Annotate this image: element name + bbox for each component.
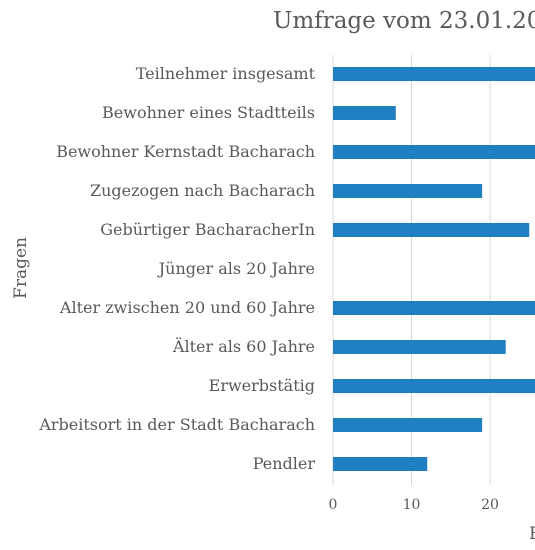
category-label: Arbeitsort in der Stadt Bacharach: [38, 415, 315, 434]
y-axis-title: Fragen: [11, 237, 31, 299]
x-axis-title: F: [529, 524, 535, 544]
bar: [333, 418, 483, 432]
bar: [333, 67, 535, 81]
bar: [333, 457, 428, 471]
chart-title: Umfrage vom 23.01.201: [273, 8, 535, 34]
x-tick-label: 0: [329, 497, 338, 513]
category-label: Gebürtiger BacharacherIn: [100, 220, 315, 239]
bars: [333, 67, 535, 471]
bar: [333, 184, 483, 198]
bar: [333, 379, 535, 393]
bar: [333, 223, 530, 237]
x-tick-label: 10: [403, 497, 421, 513]
x-tick-labels: 0 10 20: [329, 497, 499, 513]
bar: [333, 106, 396, 120]
category-label: Älter als 60 Jahre: [172, 336, 315, 356]
grid: [332, 55, 491, 485]
category-label: Jünger als 20 Jahre: [157, 259, 315, 278]
bar: [333, 301, 535, 315]
bar: [333, 340, 506, 354]
category-label: Bewohner eines Stadtteils: [102, 103, 315, 122]
bar: [333, 145, 535, 159]
category-label: Erwerbstätig: [209, 376, 315, 395]
category-label: Zugezogen nach Bacharach: [90, 181, 315, 200]
category-label: Bewohner Kernstadt Bacharach: [56, 142, 315, 161]
category-label: Alter zwischen 20 und 60 Jahre: [59, 298, 315, 317]
category-labels: Teilnehmer insgesamt Bewohner eines Stadt…: [38, 64, 315, 473]
category-label: Teilnehmer insgesamt: [136, 64, 316, 83]
x-tick-label: 20: [481, 497, 499, 513]
category-label: Pendler: [253, 454, 316, 473]
